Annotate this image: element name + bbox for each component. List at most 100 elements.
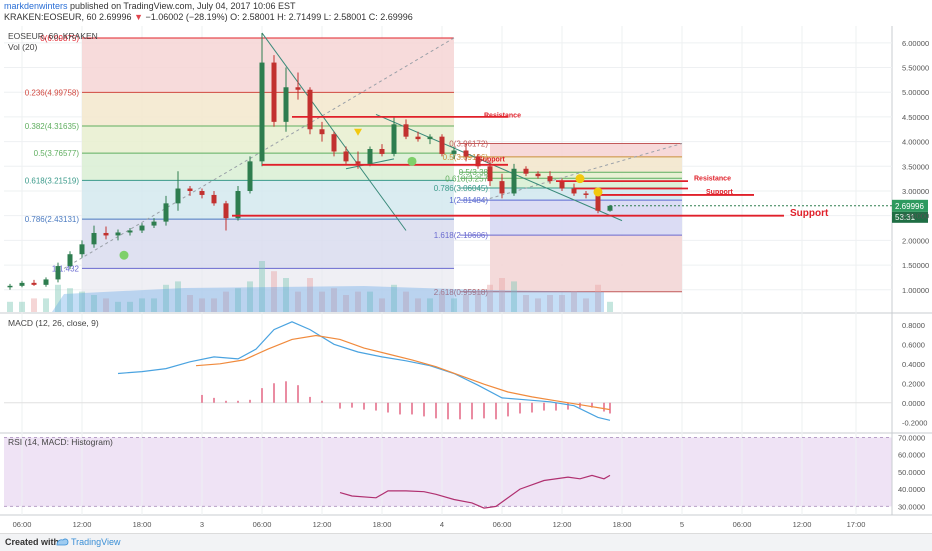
candle-body (547, 176, 553, 182)
volume-bar (163, 284, 169, 312)
volume-bar (475, 291, 481, 312)
price-tick-label: 1.50000 (902, 261, 929, 270)
last-price-tag (892, 199, 928, 212)
descending-trend-line (375, 113, 623, 222)
publisher-username[interactable]: markdenwinters (4, 1, 68, 11)
candle-body (415, 136, 421, 140)
countdown-label: 53:31 (895, 213, 916, 222)
candle-body (199, 190, 205, 195)
level-annotation: Resistance (694, 176, 731, 183)
volume-bar (103, 298, 109, 312)
candle-body (259, 62, 265, 162)
time-tick-label: 4 (440, 520, 444, 529)
macd-tick-label: -0.2000 (902, 418, 927, 427)
volume-bar (307, 278, 313, 312)
volume-bar (187, 295, 193, 312)
fib-level-label: 1(2.81484) (449, 196, 488, 205)
fib-zone (82, 92, 454, 126)
volume-bar (511, 281, 517, 312)
macd-pane-title: MACD (12, 26, close, 9) (8, 318, 99, 328)
volume-bar (607, 301, 613, 312)
published-text: published on TradingView.com, July 04, 2… (70, 1, 296, 11)
candle-body (559, 181, 565, 189)
fib-level-label: 0.786(2.43131) (25, 215, 80, 224)
time-tick-label: 17:00 (847, 520, 866, 529)
candle-body (67, 254, 73, 267)
chart-canvas[interactable]: 0(6.09875) 0.236(4.99758) 0.382(4.31635) 0.… (0, 0, 932, 533)
candle-body (367, 149, 373, 164)
candle-body (535, 173, 541, 177)
volume-bar (7, 301, 13, 312)
candle-body (451, 150, 457, 154)
level-annotations: Resistance Support Resistance Support Suppor… (119, 112, 928, 260)
level-annotation: Support (790, 208, 829, 219)
price-tick-label: 2.50000 (902, 212, 929, 221)
candle-body (127, 230, 133, 233)
fib-trend-line (483, 143, 683, 201)
volume-bar (499, 278, 505, 312)
candle-body (571, 188, 577, 194)
fib-zone (82, 125, 454, 154)
volume-bar (259, 261, 265, 312)
fib-level-label: 0(6.09875) (40, 34, 79, 43)
level-annotation: Support (706, 189, 733, 196)
fib-zone (82, 219, 454, 269)
volume-bar (127, 301, 133, 312)
volume-bar (151, 298, 157, 312)
fib-level-label: 0.236(4.99758) (25, 88, 80, 97)
macd-tick-label: 0.0000 (902, 399, 925, 408)
candle-body (55, 266, 61, 280)
candle-body (319, 129, 325, 135)
candle-body (7, 285, 13, 288)
macd-tick-label: 0.8000 (902, 321, 925, 330)
candle-body (283, 87, 289, 122)
symbol-header: KRAKEN:EOSEUR, 60 2.69996 ▼ −1.06002 (−2… (4, 12, 413, 22)
volume-bar (235, 288, 241, 312)
fib-level-label: 0.382(4.31635) (25, 122, 80, 131)
volume-bar (391, 284, 397, 312)
price-tick-label: 2.00000 (902, 236, 929, 245)
fib-level-label: 0(3.96172) (449, 139, 488, 148)
macd-tick-label: 0.4000 (902, 360, 925, 369)
volume-bar (91, 295, 97, 312)
candle-body (103, 232, 109, 236)
volume-bar (355, 291, 361, 312)
fib-level-label: 1(1.432 (52, 264, 80, 273)
volume-bar (55, 284, 61, 312)
tradingview-logo-icon (56, 538, 69, 546)
price-tick-label: 3.50000 (902, 162, 929, 171)
fib-level-label: 1.618(2.10606) (434, 231, 489, 240)
candle-body (331, 134, 337, 152)
volume-bar (571, 291, 577, 312)
rsi-tick-label: 70.0000 (898, 433, 925, 442)
fibonacci-retracements: 0(6.09875) 0.236(4.99758) 0.382(4.31635) 0.… (25, 34, 682, 312)
fib-level-label: 0.5(3.69106) (443, 153, 489, 162)
candle-body (19, 282, 25, 286)
fib-zone (490, 143, 682, 157)
volume-bar (403, 291, 409, 312)
candle-body (511, 168, 517, 194)
volume-bar (295, 291, 301, 312)
fib-zone (82, 153, 454, 181)
volume-bar (583, 298, 589, 312)
fib-level-label: 0.5(3.76577) (34, 149, 80, 158)
candle-body (391, 124, 397, 154)
rsi-line (339, 474, 611, 509)
time-tick-label: 3 (200, 520, 204, 529)
candle-body (223, 203, 229, 219)
fib-level-label: 2.618(0.95918) (434, 288, 489, 297)
volume-bar (547, 295, 553, 312)
candle-body (175, 188, 181, 204)
volume-bar (427, 298, 433, 312)
signal-marker (354, 128, 362, 136)
countdown-tag (892, 211, 928, 223)
macd-tick-label: 0.6000 (902, 340, 925, 349)
volume-bar (115, 301, 121, 312)
volume-bar (559, 295, 565, 312)
candlesticks (7, 32, 613, 290)
macd-tick-label: 0.2000 (902, 379, 925, 388)
tradingview-brand[interactable]: TradingView (71, 537, 121, 547)
candle-body (379, 149, 385, 154)
rsi-tick-label: 60.0000 (898, 451, 925, 460)
volume-bar (199, 298, 205, 312)
